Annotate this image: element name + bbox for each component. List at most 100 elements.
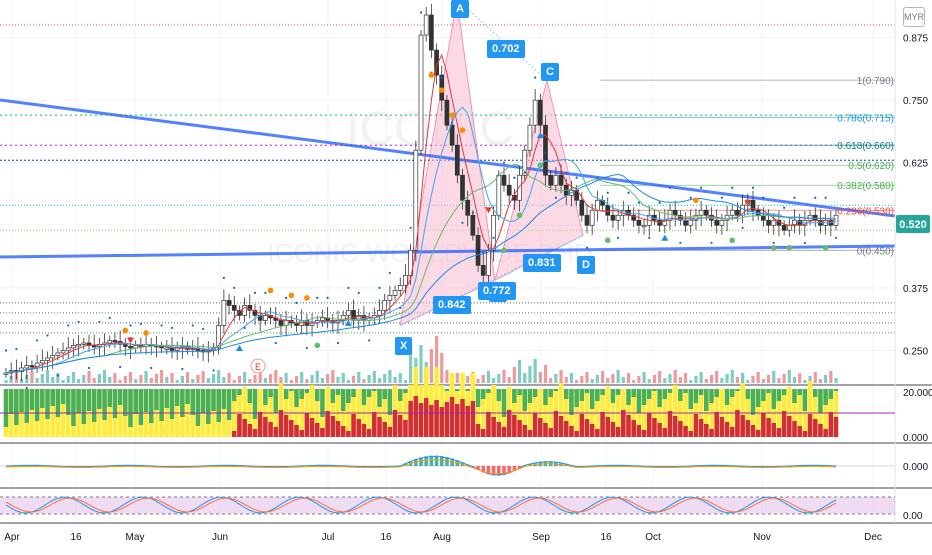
price-tick-label: 0.375 (903, 284, 928, 295)
flow-bar-red (439, 407, 444, 437)
candle-body (704, 210, 708, 215)
flow-bar-red (580, 414, 585, 437)
volume-bar (819, 379, 822, 383)
flow-bar-red (455, 404, 460, 437)
sar-dot (793, 197, 795, 199)
flow-bar-red (388, 427, 393, 437)
flow-bar-red (797, 426, 802, 437)
pattern-point-c: C (541, 63, 559, 81)
flow-bar-red (445, 402, 450, 437)
flow-bar-yellow (165, 408, 170, 437)
volume-bar (191, 379, 194, 383)
flow-bar-yellow (331, 403, 336, 416)
flow-bar-red (253, 429, 258, 437)
volume-bar (648, 379, 651, 383)
price-tick-label: 0.250 (903, 346, 928, 357)
flow-bar-yellow (668, 393, 673, 411)
flow-bar-yellow (709, 403, 714, 429)
candle-body (165, 348, 169, 350)
flow-bar-green (714, 389, 719, 397)
sar-dot (212, 369, 214, 371)
flow-bar-red (813, 419, 818, 437)
flow-bar-green (289, 389, 294, 391)
time-tick-label: Apr (4, 532, 20, 543)
ratio-label: 0.842 (433, 296, 471, 314)
flow-bar-green (97, 389, 102, 409)
currency-button[interactable]: MYR (903, 7, 925, 27)
flow-bar-red (652, 418, 657, 437)
flow-bar-yellow (455, 391, 460, 404)
flow-bar-yellow (4, 427, 9, 437)
flow-bar-yellow (642, 405, 647, 430)
flow-bar-yellow (740, 383, 745, 415)
sar-dot (36, 339, 38, 341)
flow-bar-yellow (445, 391, 450, 402)
sar-dot (57, 374, 59, 376)
candle-body (352, 310, 356, 320)
sar-dot (316, 297, 318, 299)
volume-bar (139, 375, 142, 383)
signal-dot (449, 112, 455, 118)
flow-bar-yellow (206, 424, 211, 437)
flow-bar-green (196, 389, 201, 426)
flow-bar-red (818, 424, 823, 437)
sar-dot (783, 207, 785, 209)
volume-bar (378, 378, 381, 383)
flow-bar-red (704, 424, 709, 437)
volume-bar (777, 378, 780, 383)
candle[interactable] (414, 141, 418, 262)
sar-dot (627, 192, 629, 194)
volume-bar (368, 375, 371, 383)
volume-bar (487, 371, 490, 383)
volume-bar (534, 359, 537, 383)
flow-bar-red (725, 422, 730, 437)
candle-body (559, 175, 563, 185)
flow-bar-red (678, 421, 683, 437)
volume-bar (285, 373, 288, 383)
flow-bar-yellow (305, 393, 310, 413)
sar-dot (140, 323, 142, 325)
flow-bar-red (517, 420, 522, 437)
flow-bar-red (668, 411, 673, 437)
flow-bar-red (305, 413, 310, 437)
flow-bar-red (595, 429, 600, 437)
flow-bar-red (834, 417, 839, 437)
candle[interactable] (419, 30, 423, 155)
flow-bar-red (237, 414, 242, 437)
signal-dot (729, 238, 735, 244)
candle[interactable] (445, 95, 449, 130)
candle-body (82, 343, 86, 345)
flow-bar-yellow (699, 395, 704, 419)
flow-bar-yellow (24, 423, 29, 437)
candle-body (25, 365, 29, 368)
volume-bar (700, 372, 703, 383)
sar-dot (472, 212, 474, 214)
candle[interactable] (523, 145, 527, 180)
flow-bar-green (642, 389, 647, 405)
flow-bar-red (476, 424, 481, 437)
pane-tick-label: 0.000 (903, 433, 928, 444)
flow-bar-green (299, 389, 304, 399)
flow-bar-green (694, 389, 699, 403)
flow-bar-red (600, 412, 605, 437)
flow-bar-yellow (678, 401, 683, 421)
flow-bar-green (341, 389, 346, 411)
flow-bar-red (486, 412, 491, 437)
flow-bar-green (678, 389, 683, 401)
sar-dot (825, 197, 827, 199)
volume-bar (720, 378, 723, 383)
volume-bar (549, 378, 552, 383)
candle-body (590, 210, 594, 225)
flow-bar-green (377, 389, 382, 407)
flow-bar-green (388, 389, 393, 415)
volume-bar (305, 379, 308, 383)
candle-body (580, 200, 584, 215)
pane-tick-label: 0.00 (903, 511, 923, 522)
volume-bar (528, 366, 531, 383)
sar-dot (544, 152, 546, 154)
volume-bar (803, 380, 806, 383)
pane-tick-label: 0.000 (903, 462, 928, 473)
flow-bar-red (429, 405, 434, 437)
